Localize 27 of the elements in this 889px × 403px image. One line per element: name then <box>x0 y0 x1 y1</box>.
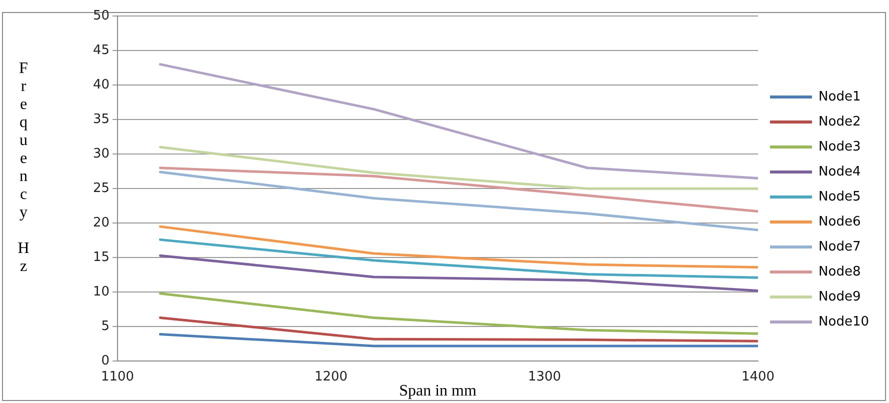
y-axis-title: Frequency Hz <box>14 60 32 276</box>
legend-label: Node2 <box>818 114 861 130</box>
x-tick-label: 1300 <box>528 369 562 384</box>
legend-label: Node5 <box>818 189 861 204</box>
legend-label: Node6 <box>818 214 861 230</box>
y-tick-label: 30 <box>92 146 110 162</box>
x-tick-label: 1200 <box>314 369 348 384</box>
legend-label: Node9 <box>818 289 861 304</box>
legend-label: Node10 <box>818 314 870 330</box>
y-tick-label: 25 <box>92 180 110 196</box>
y-tick-label: 5 <box>101 319 110 334</box>
y-tick-label: 10 <box>92 284 110 300</box>
y-tick-label: 20 <box>92 215 110 230</box>
x-tick-label: 1100 <box>100 369 134 384</box>
legend-label: Node3 <box>818 139 861 154</box>
y-tick-label: 35 <box>92 112 110 127</box>
y-tick-label: 40 <box>92 77 110 92</box>
x-tick-label: 1400 <box>741 369 775 384</box>
x-axis-title: Span in mm <box>399 382 478 400</box>
legend-label: Node7 <box>818 239 861 254</box>
y-tick-label: 0 <box>101 354 110 369</box>
legend-label: Node1 <box>818 89 861 104</box>
y-tick-label: 45 <box>92 42 110 58</box>
y-tick-label: 15 <box>92 250 110 266</box>
legend-label: Node4 <box>818 164 861 180</box>
legend-label: Node8 <box>818 264 861 280</box>
y-tick-label: 50 <box>92 8 110 24</box>
